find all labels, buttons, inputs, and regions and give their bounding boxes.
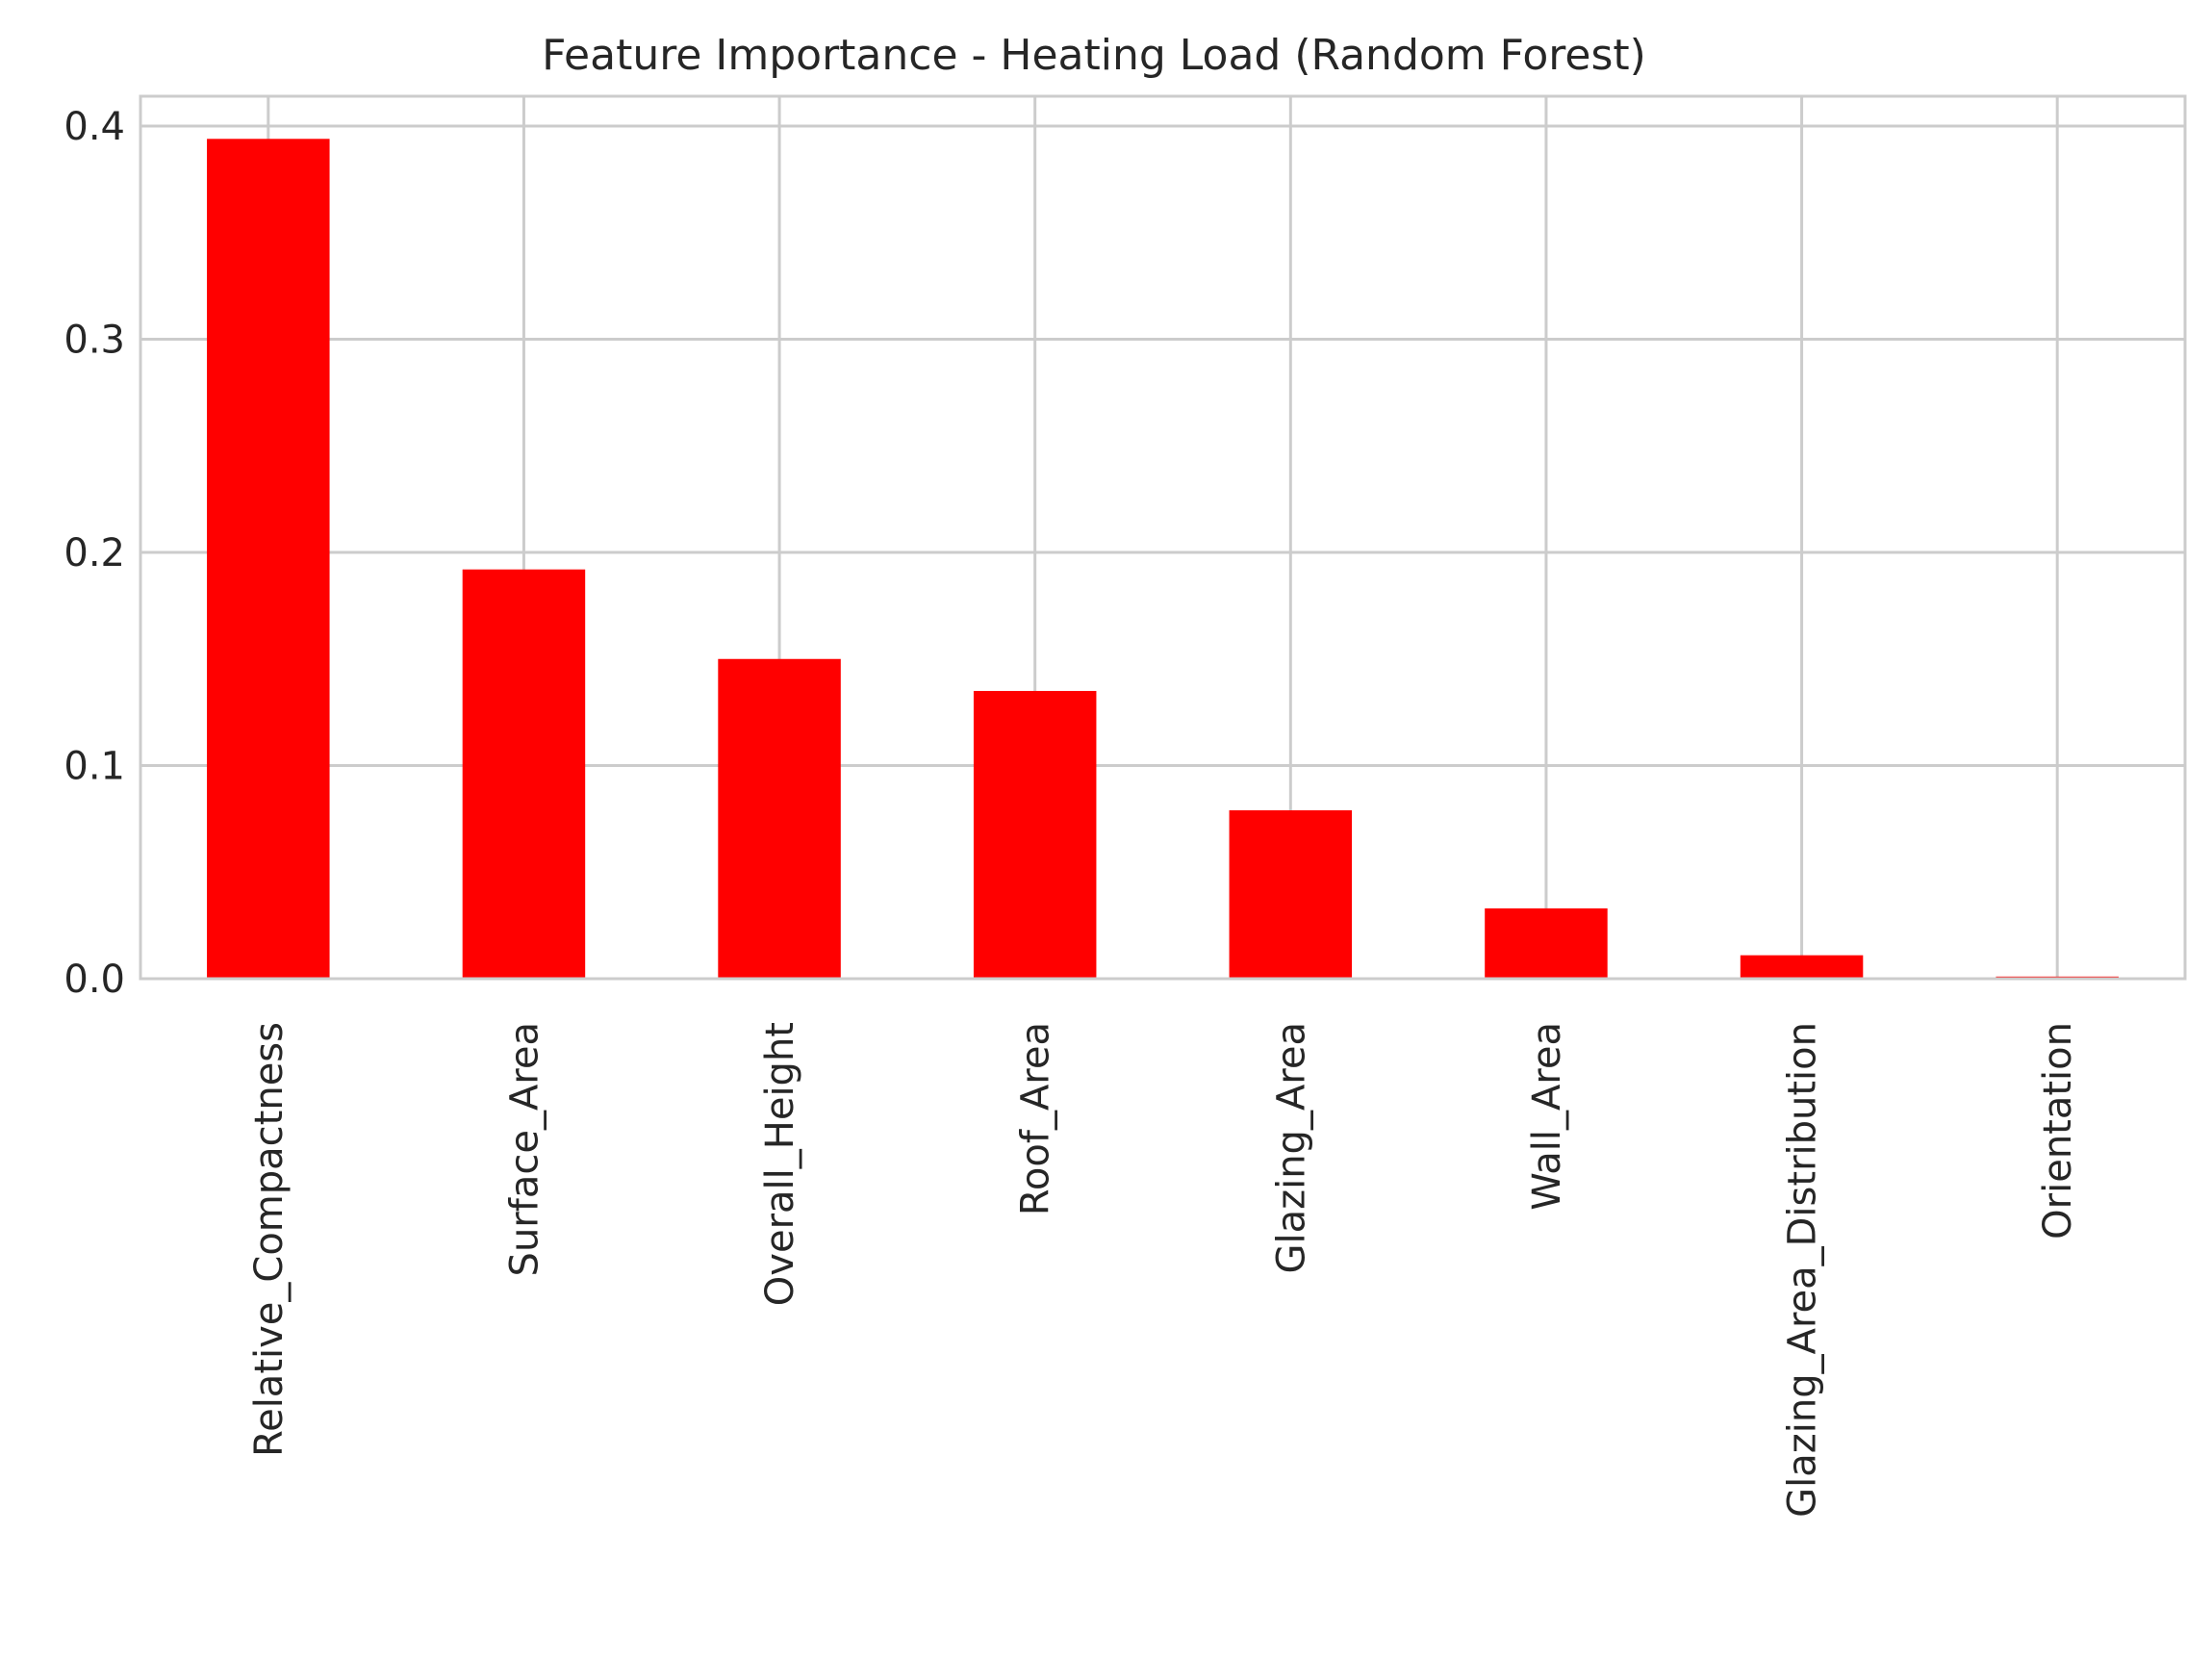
bars (207, 139, 2119, 980)
bar (973, 690, 1097, 979)
axes-frame (139, 94, 2187, 981)
x-tick-label: Orientation (2036, 1022, 2080, 1239)
chart-title: Feature Importance - Heating Load (Rando… (542, 31, 1646, 80)
bar (1485, 907, 1608, 979)
y-tick-label: 0.3 (64, 319, 125, 363)
x-tick-label: Relative_Compactness (247, 1022, 292, 1457)
y-tick-label: 0.4 (64, 105, 125, 149)
bar (207, 139, 330, 980)
x-tick-labels: Relative_Compactness Surface_Area Overall_… (247, 1022, 2080, 1518)
bar (1229, 810, 1353, 979)
x-tick-label: Glazing_Area (1269, 1022, 1313, 1274)
y-tick-label: 0.2 (64, 531, 125, 575)
x-tick-label: Roof_Area (1014, 1022, 1058, 1215)
y-tick-label: 0.1 (64, 745, 125, 789)
bar (718, 658, 841, 979)
bar (462, 569, 586, 979)
x-tick-label: Surface_Area (502, 1022, 547, 1276)
bar (1740, 955, 1864, 979)
x-tick-label: Overall_Height (758, 1022, 802, 1306)
x-tick-label: Glazing_Area_Distribution (1781, 1022, 1825, 1518)
y-tick-label: 0.0 (64, 958, 125, 1002)
x-tick-label: Wall_Area (1525, 1022, 1569, 1211)
y-tick-labels: 0.0 0.1 0.2 0.3 0.4 (64, 105, 125, 1002)
